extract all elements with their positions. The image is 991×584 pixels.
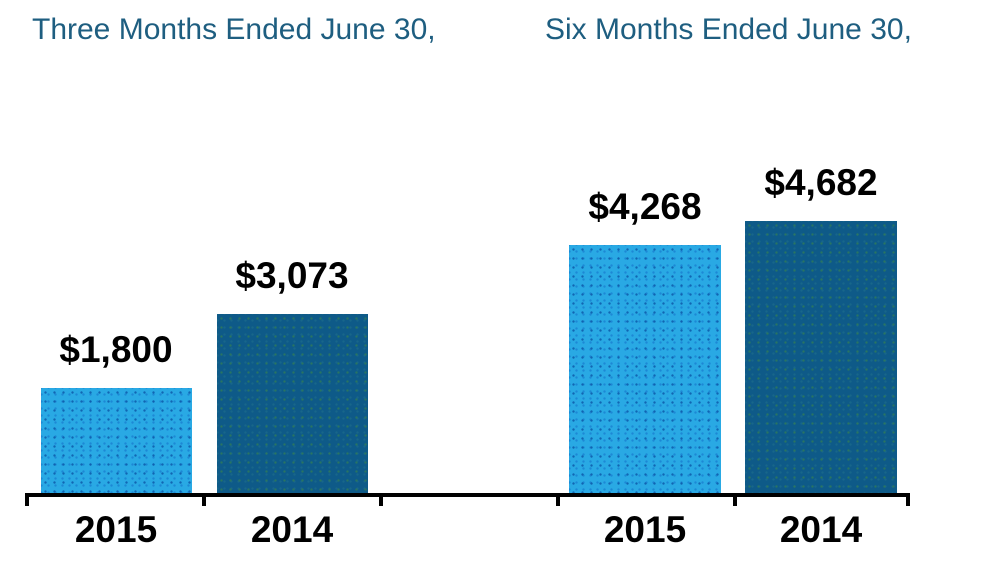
x-axis-tick bbox=[733, 493, 737, 506]
bar-three-months-2015 bbox=[41, 388, 192, 493]
x-axis-label: 2015 bbox=[603, 509, 687, 550]
x-axis-label: 2014 bbox=[779, 509, 863, 550]
x-axis-line bbox=[25, 493, 910, 497]
chart-title-three-months: Three Months Ended June 30, bbox=[32, 13, 436, 46]
x-axis-tick bbox=[906, 493, 910, 506]
chart-title-six-months: Six Months Ended June 30, bbox=[545, 13, 912, 46]
bar-value-label: $3,073 bbox=[235, 255, 349, 296]
x-axis-tick bbox=[379, 493, 383, 506]
bar-value-label: $4,682 bbox=[764, 162, 878, 203]
x-axis-label: 2015 bbox=[74, 509, 158, 550]
bar-value-label: $1,800 bbox=[59, 329, 173, 370]
bar-six-months-2014 bbox=[745, 221, 897, 493]
x-axis-label: 2014 bbox=[250, 509, 334, 550]
bar-six-months-2015 bbox=[569, 245, 721, 493]
x-axis-tick bbox=[25, 493, 29, 506]
bar-three-months-2014 bbox=[217, 314, 368, 493]
bar-value-label: $4,268 bbox=[588, 186, 702, 227]
x-axis-tick bbox=[202, 493, 206, 506]
x-axis-tick bbox=[556, 493, 560, 506]
